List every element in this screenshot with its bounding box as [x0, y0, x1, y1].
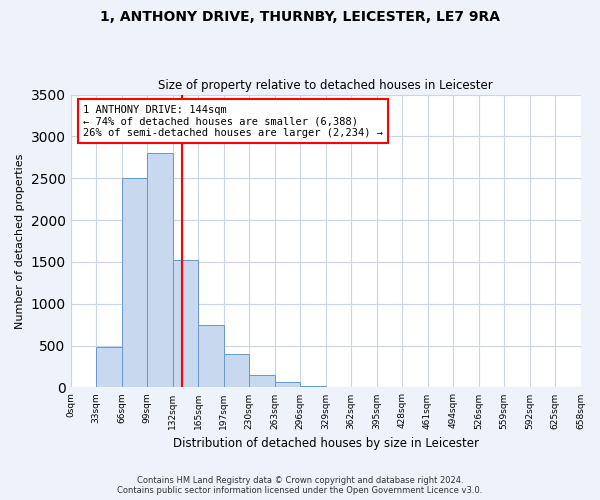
Bar: [249, 375, 275, 388]
X-axis label: Distribution of detached houses by size in Leicester: Distribution of detached houses by size …: [173, 437, 479, 450]
Bar: [275, 382, 300, 388]
Bar: [173, 260, 198, 388]
Y-axis label: Number of detached properties: Number of detached properties: [15, 154, 25, 328]
Bar: [96, 348, 122, 388]
Bar: [300, 386, 326, 388]
Bar: [224, 354, 249, 388]
Bar: [147, 153, 173, 388]
Text: 1 ANTHONY DRIVE: 144sqm
← 74% of detached houses are smaller (6,388)
26% of semi: 1 ANTHONY DRIVE: 144sqm ← 74% of detache…: [83, 104, 383, 138]
Text: 1, ANTHONY DRIVE, THURNBY, LEICESTER, LE7 9RA: 1, ANTHONY DRIVE, THURNBY, LEICESTER, LE…: [100, 10, 500, 24]
Bar: [122, 178, 147, 388]
Text: Contains HM Land Registry data © Crown copyright and database right 2024.
Contai: Contains HM Land Registry data © Crown c…: [118, 476, 482, 495]
Title: Size of property relative to detached houses in Leicester: Size of property relative to detached ho…: [158, 79, 493, 92]
Bar: [198, 324, 224, 388]
